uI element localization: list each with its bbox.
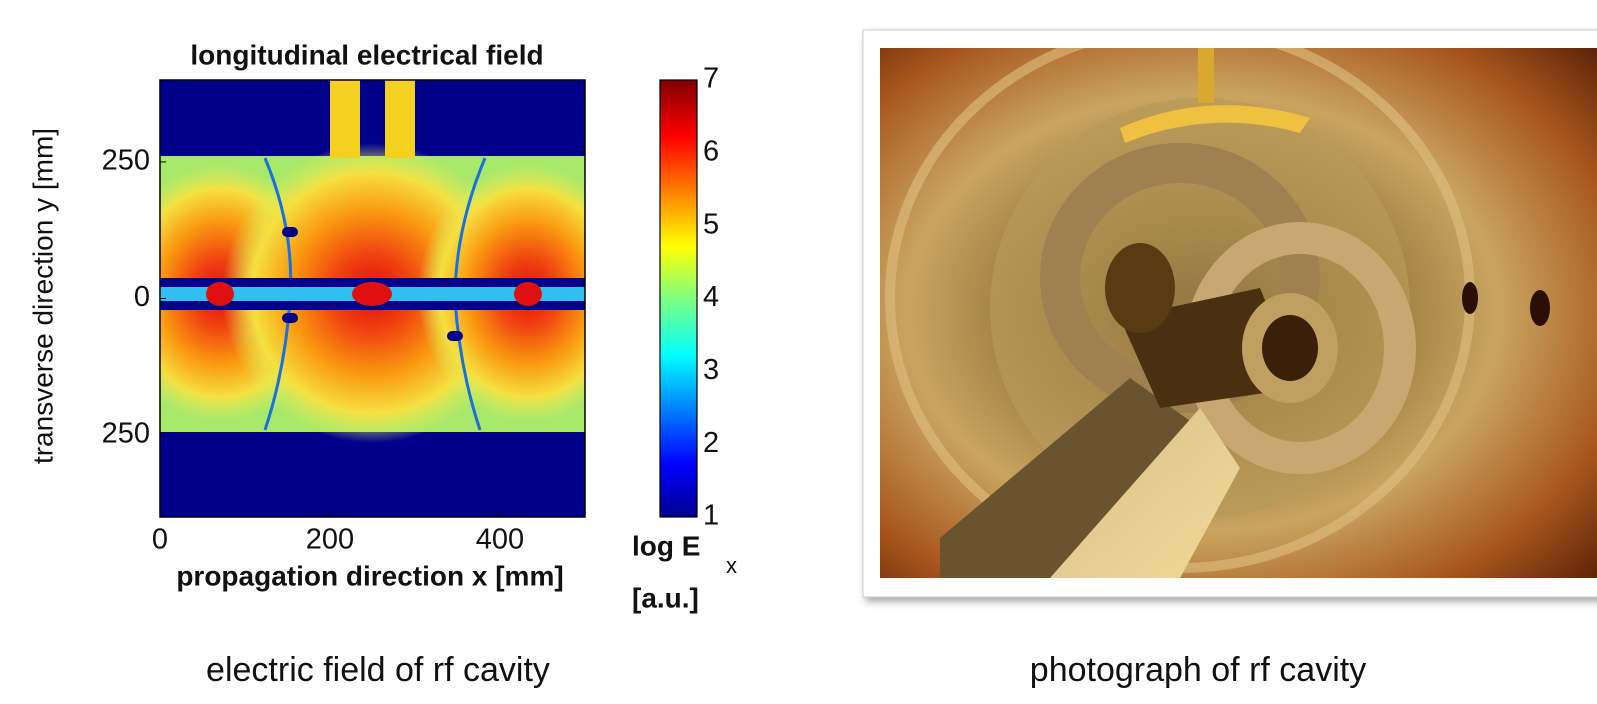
heatmap [110,80,638,517]
colorbar-label-subscript: x [726,553,737,578]
chart-title: longitudinal electrical field [190,39,543,70]
photo-caption: photograph of rf cavity [1030,651,1366,689]
colorbar-tick-label: 4 [703,281,719,313]
colorbar [660,80,697,517]
x-tick-label: 400 [476,524,524,556]
colorbar-tick-label: 7 [703,63,719,95]
y-axis-label: transverse direction y [mm] [27,128,58,464]
colorbar-tick-label: 2 [703,427,719,459]
x-tick-label: 0 [152,524,168,556]
colorbar-unit: [a.u.] [632,582,699,613]
colorbar-label: log E [632,530,700,561]
photo [880,28,1597,578]
figure: 0 200 400 250 0 250 1 2 3 4 5 6 7 longitudinal elect… [0,0,1597,704]
colorbar-tick-label: 3 [703,354,719,386]
x-tick-label: 200 [306,524,354,556]
colorbar-tick-label: 1 [703,500,719,532]
colorbar-tick-label: 6 [703,135,719,167]
y-tick-label: 0 [134,281,150,313]
caption: electric field of rf cavity [206,651,550,689]
y-tick-label: 250 [102,418,150,450]
colorbar-tick-label: 5 [703,208,719,240]
x-axis-label: propagation direction x [mm] [176,560,563,591]
y-tick-label: 250 [102,145,150,177]
